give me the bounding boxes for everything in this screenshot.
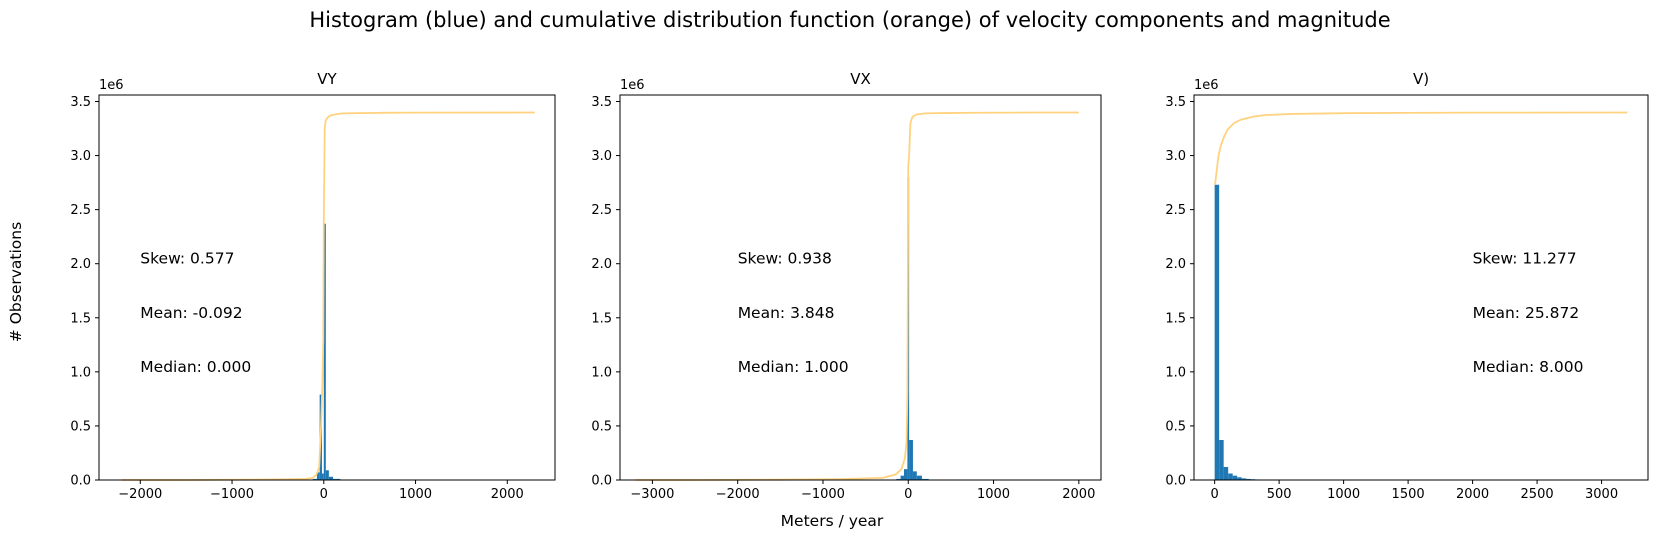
subplot-3: 0 500 1000 1500 2000 2500 3000 0.0 0.5 1.0 1.5 2.0 2… xyxy=(1165,70,1649,502)
x-tick-label: 1000 xyxy=(399,487,432,502)
x-tick-label: 0 xyxy=(1210,487,1218,502)
y-offset-label: 1e6 xyxy=(99,78,124,93)
figure-xlabel: Meters / year xyxy=(781,512,884,530)
histogram-bar xyxy=(1219,439,1224,480)
histogram-bar xyxy=(1214,184,1220,480)
x-tick-label: 0 xyxy=(320,487,328,502)
y-tick-label: 1.5 xyxy=(70,311,91,326)
panels: −2000 −1000 0 1000 2000 0.0 0.5 1.0 1.5 2.0 2.5 3.0… xyxy=(70,70,1649,502)
histogram-bar xyxy=(323,223,326,480)
x-tick-label: 3000 xyxy=(1585,487,1618,502)
y-offset-label: 1e6 xyxy=(620,78,645,93)
histogram-bar xyxy=(1237,477,1242,480)
subplot-1: −2000 −1000 0 1000 2000 0.0 0.5 1.0 1.5 2.0 2.5 3.0… xyxy=(70,70,556,502)
x-tick-label: 2000 xyxy=(1062,487,1095,502)
x-tick-label: −2000 xyxy=(118,487,162,502)
stat-annotation: Mean: -0.092 xyxy=(140,304,242,322)
x-tick-label: 2500 xyxy=(1521,487,1554,502)
y-tick-label: 3.5 xyxy=(1165,95,1186,110)
axes-frame xyxy=(1193,94,1649,481)
stat-annotation: Median: 1.000 xyxy=(738,358,849,376)
x-tick-label: 2000 xyxy=(491,487,524,502)
stat-annotation: Mean: 3.848 xyxy=(738,304,835,322)
subplot-title: VY xyxy=(317,70,337,88)
stat-annotation: Skew: 11.277 xyxy=(1473,250,1577,268)
histogram-bar xyxy=(916,475,922,480)
y-offset-label: 1e6 xyxy=(1194,78,1219,93)
cdf-line xyxy=(635,111,1079,481)
histogram-bar xyxy=(1232,475,1238,480)
y-tick-label: 3.5 xyxy=(70,95,91,110)
histogram-bar xyxy=(909,439,913,480)
y-tick-label: 1.0 xyxy=(591,365,612,380)
histogram-bar xyxy=(896,478,901,480)
histogram-bar xyxy=(912,471,917,480)
y-tick-label: 1.5 xyxy=(591,311,612,326)
y-tick-label: 2.0 xyxy=(70,257,91,272)
y-tick-label: 3.0 xyxy=(1165,149,1186,164)
histogram-bar xyxy=(321,473,324,480)
y-tick-label: 0.0 xyxy=(591,474,612,489)
x-tick-label: −1000 xyxy=(801,487,845,502)
histogram-bar xyxy=(1223,467,1229,480)
y-tick-label: 3.5 xyxy=(591,95,612,110)
x-tick-label: −2000 xyxy=(716,487,760,502)
stat-annotation: Median: 0.000 xyxy=(140,358,251,376)
subplot-2: −3000 −2000 −1000 0 1000 2000 0.0 0.5 1.0 1.5 2.0 2… xyxy=(591,70,1102,502)
subplot-title: V) xyxy=(1413,70,1429,88)
y-tick-label: 0.5 xyxy=(1165,419,1186,434)
y-tick-label: 0.0 xyxy=(1165,474,1186,489)
x-tick-label: 1000 xyxy=(977,487,1010,502)
x-tick-label: 1500 xyxy=(1392,487,1425,502)
x-tick-label: 2000 xyxy=(1456,487,1489,502)
stat-annotation: Median: 8.000 xyxy=(1473,358,1584,376)
cdf-line xyxy=(121,111,535,481)
y-tick-label: 2.0 xyxy=(1165,257,1186,272)
cdf-line xyxy=(1213,111,1628,186)
histogram-bar xyxy=(328,476,333,480)
histogram-bar xyxy=(312,478,317,480)
x-tick-label: 0 xyxy=(904,487,912,502)
stat-annotation: Skew: 0.577 xyxy=(140,250,234,268)
figure-suptitle: Histogram (blue) and cumulative distribu… xyxy=(309,8,1390,32)
histogram-bar xyxy=(1228,473,1233,480)
y-tick-label: 1.0 xyxy=(70,365,91,380)
y-tick-label: 3.0 xyxy=(591,149,612,164)
histogram-bar xyxy=(316,472,320,480)
histogram-bar xyxy=(921,478,929,480)
stat-annotation: Skew: 0.938 xyxy=(738,250,832,268)
y-tick-label: 2.5 xyxy=(70,203,91,218)
histogram-bar xyxy=(332,478,341,480)
y-tick-label: 3.0 xyxy=(70,149,91,164)
histogram-bar xyxy=(903,469,908,480)
axes-frame xyxy=(98,94,556,481)
axes-frame xyxy=(619,94,1102,481)
y-tick-label: 1.5 xyxy=(1165,311,1186,326)
y-tick-label: 0.0 xyxy=(70,474,91,489)
subplot-title: VX xyxy=(850,70,871,88)
x-tick-label: 500 xyxy=(1267,487,1292,502)
y-tick-label: 2.5 xyxy=(591,203,612,218)
stat-annotation: Mean: 25.872 xyxy=(1473,304,1580,322)
histogram-bar xyxy=(325,470,329,480)
histogram-bar xyxy=(1241,478,1247,480)
y-tick-label: 2.5 xyxy=(1165,203,1186,218)
x-tick-label: 1000 xyxy=(1327,487,1360,502)
y-tick-label: 2.0 xyxy=(591,257,612,272)
y-tick-label: 1.0 xyxy=(1165,365,1186,380)
y-tick-label: 0.5 xyxy=(591,419,612,434)
histogram-bar xyxy=(1246,478,1251,480)
y-tick-label: 0.5 xyxy=(70,419,91,434)
figure-ylabel: # Observations xyxy=(7,222,25,342)
x-tick-label: −1000 xyxy=(210,487,254,502)
histogram-bar xyxy=(900,475,904,480)
x-tick-label: −3000 xyxy=(630,487,674,502)
